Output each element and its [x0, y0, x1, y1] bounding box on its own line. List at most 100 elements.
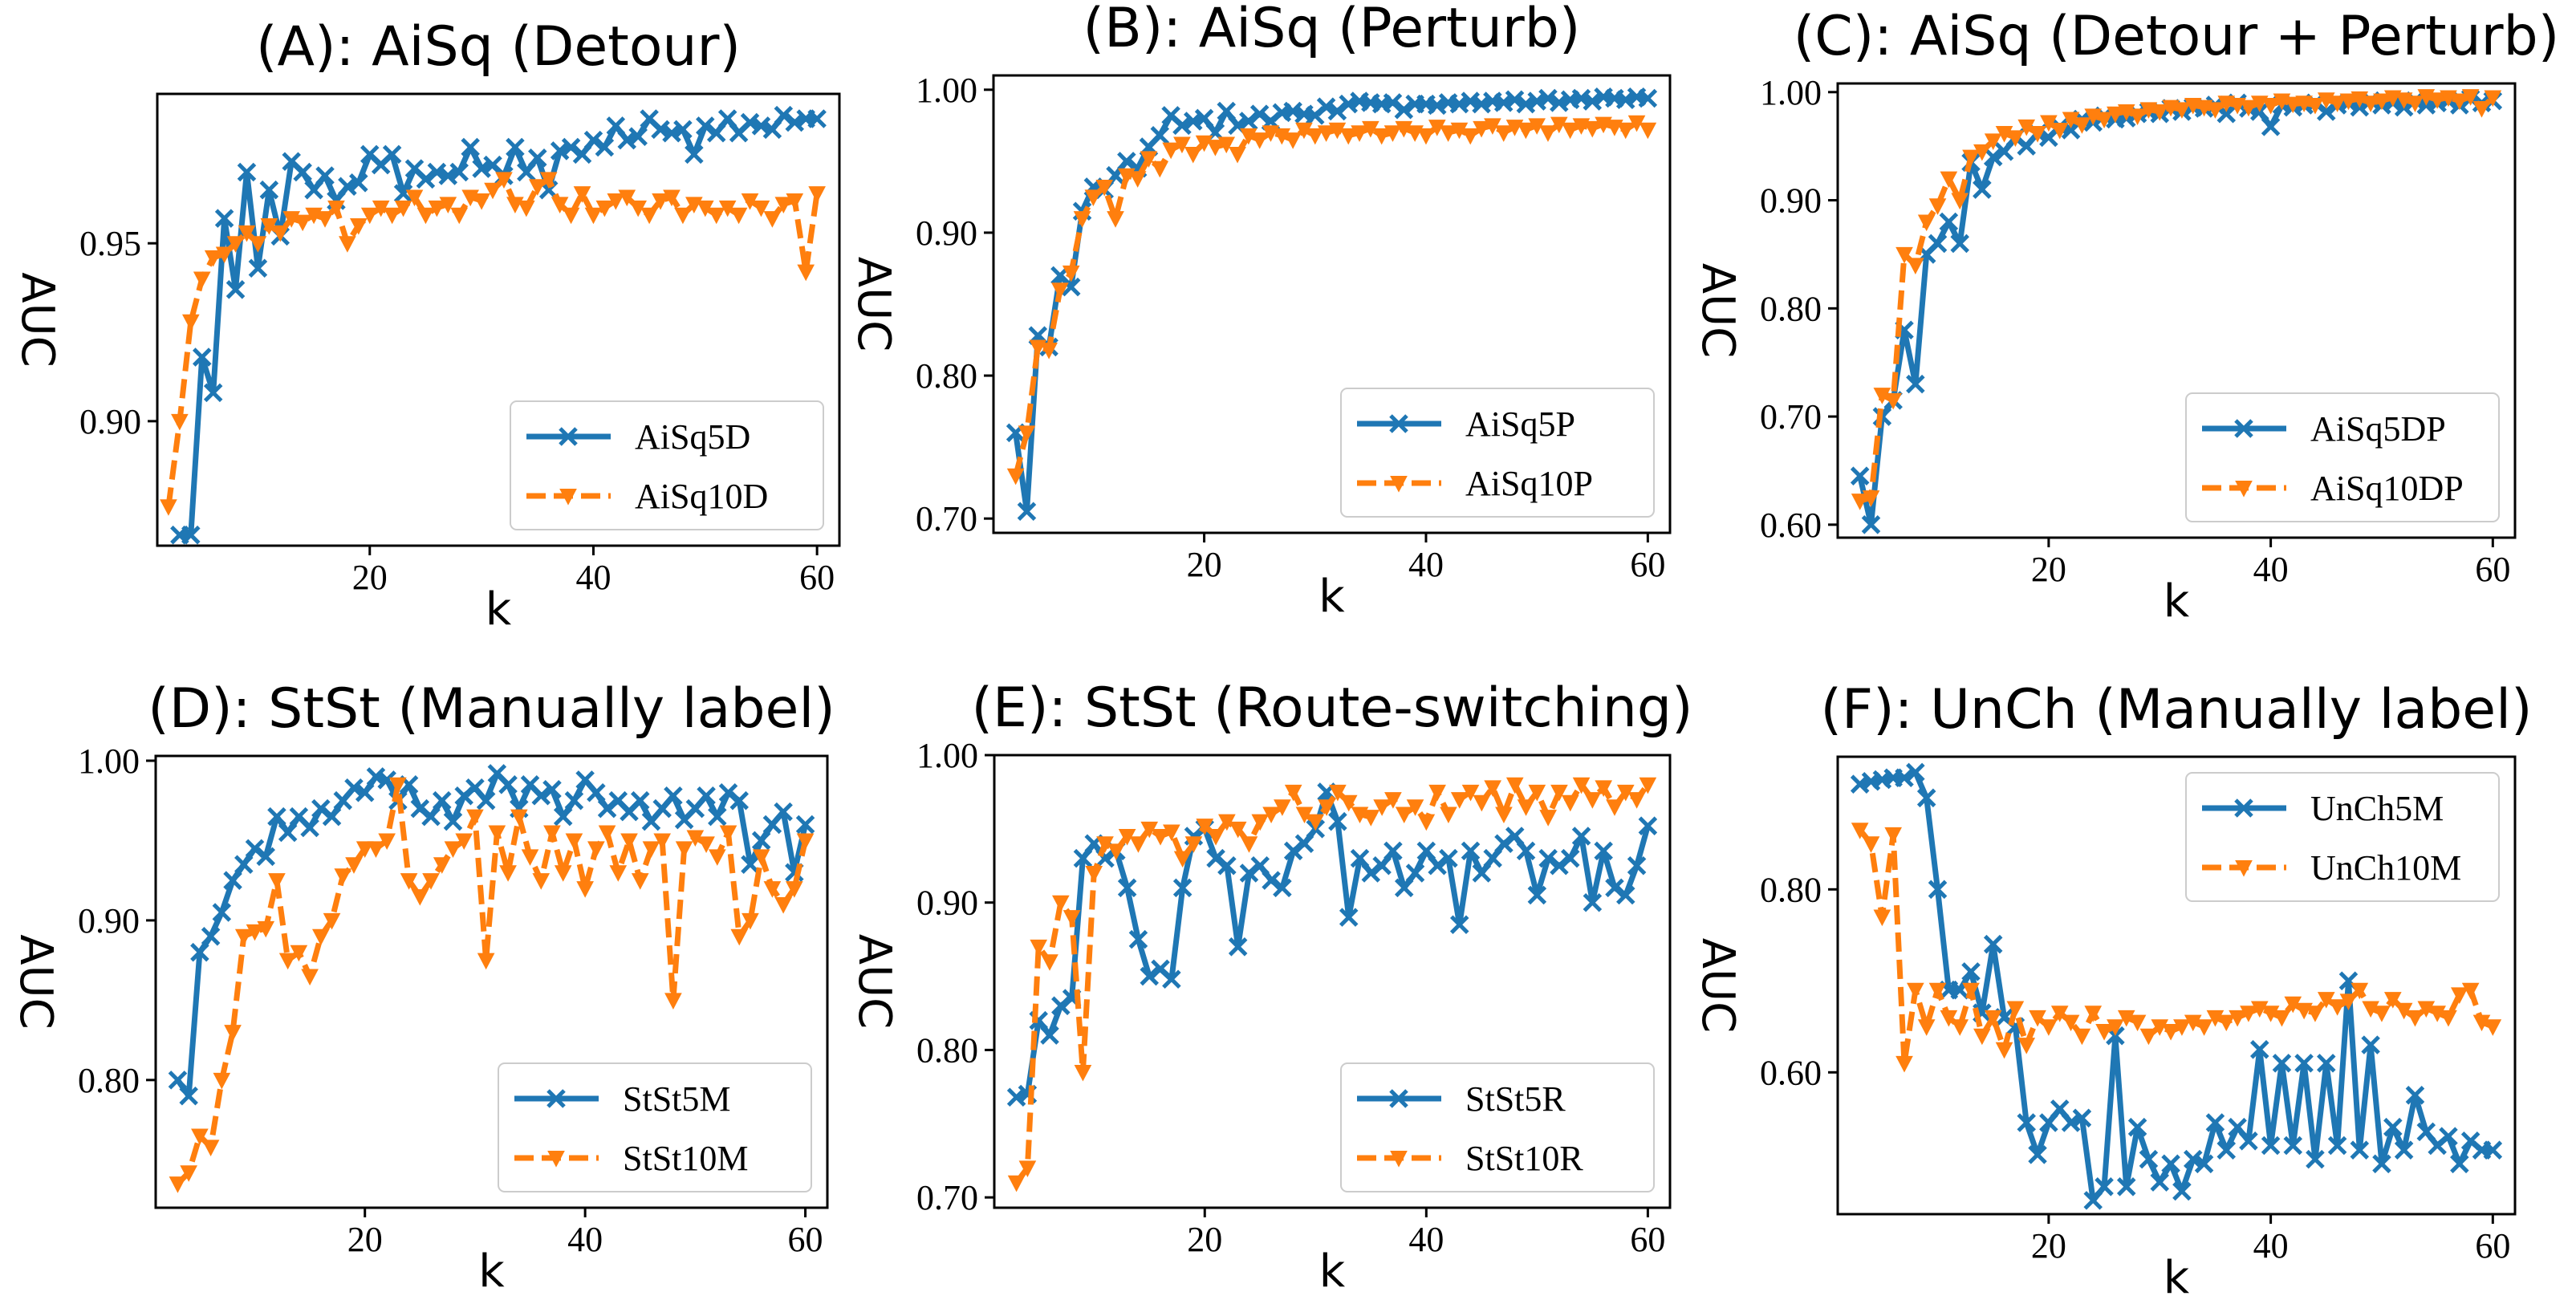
panel-2-aisq10p-point	[1317, 125, 1335, 142]
panel-4-legend-marker	[547, 1151, 565, 1168]
panel-2-aisq10p-point	[1439, 125, 1457, 142]
panel-5-stst5r-point	[1073, 848, 1093, 868]
panel-1-aisq10d-point	[416, 207, 435, 225]
panel-3-x-tick-label: 60	[2475, 550, 2510, 589]
panel-3-aisq10dp-point	[2484, 90, 2502, 108]
panel-6-unch10m-point	[1895, 1055, 1913, 1073]
panel-2-aisq10p-point	[1372, 128, 1391, 145]
panel-5-stst5r-point	[1594, 841, 1613, 861]
panel-1-aisq5d-point	[427, 162, 447, 182]
panel-5-x-tick-label: 20	[1187, 1220, 1222, 1259]
panel-4-frame	[154, 754, 829, 1209]
panel-5-stst10r-point	[1505, 777, 1524, 794]
panel-4-stst5m-point	[443, 811, 463, 831]
panel-2-aisq10p-point	[1128, 171, 1147, 188]
panel-1-aisq5d-point	[349, 173, 368, 193]
panel-2-aisq10p-point	[1195, 135, 1213, 152]
panel-5-stst5r-point	[1051, 996, 1071, 1016]
panel-3-aisq10dp-point	[2406, 95, 2424, 112]
panel-1-legend-entry-aisq10d: AiSq10D	[526, 477, 768, 516]
panel-4-stst10m-point	[213, 1072, 231, 1090]
panel-3-aisq5dp-point	[2261, 117, 2281, 136]
panel-5-stst5r-point	[1294, 834, 1314, 853]
panel-4-stst10m-point	[246, 924, 264, 941]
panel-5-stst10r-point	[1030, 939, 1048, 957]
panel-5-stst10r-point	[1339, 794, 1358, 812]
panel-3-aisq5dp-point	[1973, 180, 1992, 199]
panel-2-y-axis-label: AUC	[847, 257, 900, 351]
panel-5-stst10r-point	[1517, 799, 1535, 816]
panel-4-stst10m-point	[367, 841, 385, 858]
panel-5-stst10r-point	[1163, 824, 1180, 842]
panel-2-frame	[992, 74, 1672, 534]
panel-5-stst5r-point	[1483, 848, 1502, 868]
panel-1-aisq10d-point	[226, 236, 245, 253]
panel-1-aisq5d-point	[572, 144, 592, 165]
panel-4-stst5m-point	[498, 775, 518, 794]
panel-6-unch10m-point	[2339, 993, 2358, 1010]
panel-2-x-tick-label: 60	[1630, 545, 1665, 584]
panel-6-series-unch10m	[1851, 823, 2502, 1073]
panel-4-stst5m-point	[256, 847, 275, 867]
panel-3-x-tick-label: 40	[2253, 550, 2289, 589]
panel-6-legend: UnCh5M UnCh10M	[2185, 772, 2500, 902]
panel-4-stst5m-point	[664, 786, 683, 806]
panel-1-aisq10d-point	[729, 207, 748, 225]
panel-4-stst5m-point	[322, 806, 342, 827]
panel-1-aisq10d-point	[360, 207, 379, 225]
panel-3-series-aisq10dp	[1851, 89, 2502, 510]
panel-4-x-axis-label: k	[478, 1245, 505, 1296]
panel-4-stst10m-point	[455, 833, 473, 851]
panel-1-aisq10d-point	[518, 200, 535, 217]
panel-3-legend-entry-aisq5dp: AiSq5DP	[2202, 409, 2446, 449]
panel-4-stst10m-point	[180, 1165, 197, 1182]
panel-6-unch5m-point	[2205, 1113, 2225, 1132]
panel-5-stst10r-point	[1428, 784, 1446, 802]
panel-2-aisq10p-point	[1018, 425, 1036, 442]
panel-6-unch10m-point	[1973, 1028, 1991, 1046]
panel-6-unch10m-point	[2017, 1038, 2036, 1054]
panel-5-stst10r-point	[1274, 799, 1291, 816]
panel-1-aisq5d-point	[673, 120, 693, 140]
panel-4-stst10m-point	[433, 857, 451, 874]
panel-6-unch5m-point	[2306, 1149, 2325, 1169]
panel-5-y-tick-label: 1.00	[916, 736, 978, 775]
panel-4-stst10m-point	[510, 809, 528, 827]
panel-6-unch5m-line	[1859, 769, 2493, 1204]
panel-5-frame	[993, 754, 1672, 1209]
panel-5-stst10r-point	[1018, 1160, 1037, 1177]
panel-3-aisq10dp-point	[1851, 494, 1869, 510]
panel-2-aisq10p-point	[1073, 211, 1091, 228]
panel-1-x-tick-label: 40	[575, 558, 611, 597]
panel-4-y-tick-label: 0.80	[78, 1061, 140, 1100]
panel-6-unch10m-point	[2139, 1028, 2158, 1046]
panel-4-stst5m-point	[223, 871, 242, 890]
panel-4-stst5m-point	[751, 831, 771, 851]
panel-1-aisq5d-point	[237, 162, 257, 182]
panel-4-stst10m-point	[400, 873, 418, 890]
panel-6-unch5m-point	[2116, 1177, 2136, 1196]
panel-6-unch10m-point	[2128, 1014, 2147, 1032]
panel-5-stst5r-point	[1627, 856, 1647, 876]
panel-6-x-axis-label: k	[2164, 1252, 2190, 1296]
panel-1-aisq5d-point	[293, 162, 312, 182]
panel-2-aisq10p-point	[1639, 122, 1657, 140]
panel-1-aisq10d-point	[394, 200, 412, 217]
panel-1-legend-marker	[559, 427, 578, 446]
panel-4-stst10m-point	[466, 809, 484, 827]
panel-3-aisq10dp-point	[1951, 193, 1969, 210]
panel-1-aisq10d-point	[171, 413, 189, 431]
panel-6-unch5m-point	[2150, 1172, 2170, 1192]
panel-1-series-aisq10d	[160, 172, 826, 516]
panel-5-stst10r-point	[1539, 810, 1557, 827]
panel-6-unch10m-point	[2273, 1010, 2291, 1027]
panel-6-legend-label: UnCh5M	[2310, 789, 2444, 828]
panel-5-legend-entry-stst10r: StSt10R	[1357, 1139, 1583, 1178]
panel-4-stst10m-point	[763, 881, 782, 898]
panel-4-legend-entry-stst5m: StSt5M	[514, 1079, 731, 1119]
panel-6-unch5m-point	[2383, 1117, 2403, 1137]
panel-2-aisq10p-point	[1517, 122, 1535, 140]
panel-1-aisq5d-point	[315, 166, 335, 185]
panel-4-stst10m-point	[587, 841, 605, 858]
panel-4-stst10m-point	[631, 873, 649, 890]
